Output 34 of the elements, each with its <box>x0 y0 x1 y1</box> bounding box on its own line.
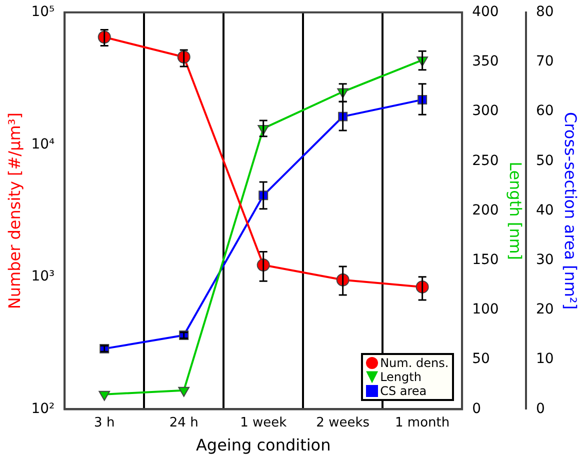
x-tick-label: 3 h <box>94 415 115 430</box>
y3-tick-label: 50 <box>536 152 554 169</box>
y-axis-title: Number density [#/μm³] <box>4 112 24 310</box>
y3-tick-label: 40 <box>536 202 554 218</box>
y2-tick-label: 50 <box>472 351 490 368</box>
x-tick-label: 2 weeks <box>316 415 370 430</box>
x-tick-label: 24 h <box>169 415 198 430</box>
legend-label: Num. dens. <box>380 356 449 370</box>
y2-tick-label: 250 <box>472 152 499 169</box>
y-tick-label: 10³ <box>31 268 55 285</box>
y3-tick-label: 10 <box>536 351 554 368</box>
y2-tick-label: 300 <box>472 103 499 120</box>
y2-tick-label: 150 <box>472 252 499 268</box>
y-tick-label: 10² <box>31 400 55 417</box>
y2-tick-label: 200 <box>472 202 499 218</box>
y2-tick-label: 400 <box>472 4 499 20</box>
y-tick-label: 10⁴ <box>31 136 56 152</box>
y3-axis-title: Cross-section area [nm²] <box>561 112 580 310</box>
y2-tick-label: 350 <box>472 54 499 70</box>
x-axis-title: Ageing condition <box>196 436 331 455</box>
legend-label: CS area <box>380 384 427 398</box>
y2-axis-title: Length [nm] <box>506 162 526 260</box>
x-tick-label: 1 week <box>240 415 288 430</box>
y3-tick-label: 20 <box>536 302 554 318</box>
y3-tick-label: 30 <box>536 252 554 268</box>
x-tick-label: 1 month <box>395 415 450 430</box>
y3-tick-label: 0 <box>536 400 545 417</box>
y-tick-label: 10⁵ <box>31 4 55 20</box>
y3-tick-label: 70 <box>536 54 554 70</box>
y3-tick-label: 80 <box>536 4 554 20</box>
y2-tick-label: 100 <box>472 302 499 318</box>
legend-label: Length <box>380 370 422 384</box>
y3-tick-label: 60 <box>536 103 554 120</box>
y2-tick-label: 0 <box>472 400 481 417</box>
